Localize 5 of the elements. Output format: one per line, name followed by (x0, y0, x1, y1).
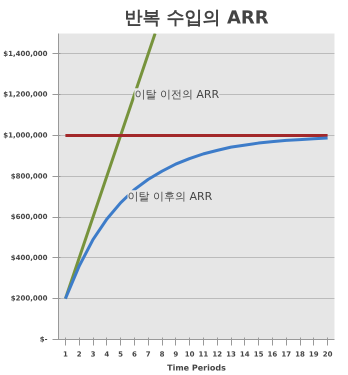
chart-title: 반복 수입의 ARR (124, 8, 269, 28)
annotation: 이탈 이후의 ARR (128, 190, 213, 204)
x-axis-title: Time Periods (167, 364, 226, 372)
line-series (64, 136, 330, 300)
annotation: 이탈 이전의 ARR (134, 88, 220, 102)
